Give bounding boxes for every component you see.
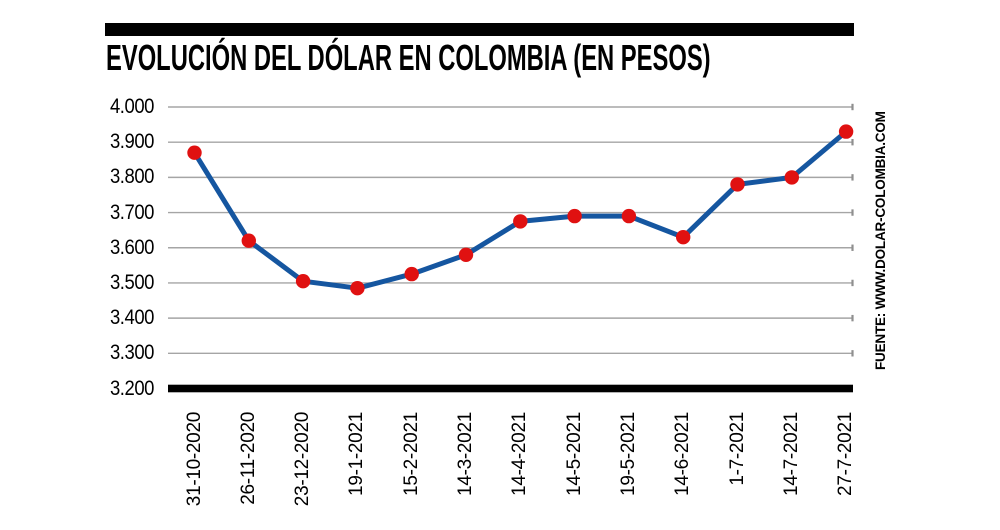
x-tick-label: 15-2-2021 bbox=[400, 412, 422, 496]
data-point bbox=[730, 177, 745, 192]
data-point bbox=[567, 208, 582, 224]
x-tick-label: 19-1-2021 bbox=[346, 412, 368, 496]
y-tick-label: 3.700 bbox=[109, 200, 154, 224]
data-point bbox=[838, 124, 854, 139]
x-tick-label: 1-7-2021 bbox=[726, 412, 748, 486]
data-point bbox=[350, 281, 365, 296]
x-tick-label: 14-4-2021 bbox=[509, 412, 531, 496]
source-credit: FUENTE: WWW.DOLAR-COLOMBIA.COM bbox=[873, 111, 888, 370]
x-tick-label: 27-7-2021 bbox=[835, 412, 857, 496]
data-point bbox=[784, 170, 799, 185]
data-point bbox=[513, 214, 528, 229]
price-line bbox=[192, 129, 849, 291]
x-tick-label: 23-12-2020 bbox=[292, 412, 314, 507]
y-tick-label: 4.000 bbox=[109, 95, 154, 118]
x-tick-label: 14-6-2021 bbox=[672, 412, 694, 496]
chart-title: EVOLUCIÓN DEL DÓLAR EN COLOMBIA (EN PESO… bbox=[106, 37, 711, 78]
y-tick-label: 3.300 bbox=[109, 341, 154, 365]
x-tick-label: 26-11-2020 bbox=[237, 412, 259, 505]
x-tick-label: 14-7-2021 bbox=[780, 412, 802, 496]
y-tick-label: 3.200 bbox=[109, 376, 154, 400]
x-tick-label: 14-5-2021 bbox=[563, 412, 585, 496]
data-point bbox=[676, 230, 691, 245]
data-point bbox=[241, 233, 256, 248]
x-tick-label: 19-5-2021 bbox=[617, 412, 639, 496]
y-tick-label: 3.400 bbox=[109, 306, 154, 330]
data-point bbox=[187, 145, 202, 160]
data-point bbox=[621, 208, 637, 224]
y-tick-label: 3.800 bbox=[109, 165, 154, 189]
x-tick-label: 31-10-2020 bbox=[183, 412, 205, 507]
y-tick-label: 3.600 bbox=[109, 235, 154, 259]
x-tick-label: 14-3-2021 bbox=[455, 412, 476, 496]
data-point bbox=[295, 274, 311, 289]
x-axis-line bbox=[168, 384, 853, 393]
data-point bbox=[404, 266, 419, 282]
data-point bbox=[458, 247, 474, 262]
y-tick-label: 3.500 bbox=[109, 270, 154, 294]
y-tick-label: 3.900 bbox=[109, 130, 154, 154]
top-rule bbox=[105, 23, 854, 36]
